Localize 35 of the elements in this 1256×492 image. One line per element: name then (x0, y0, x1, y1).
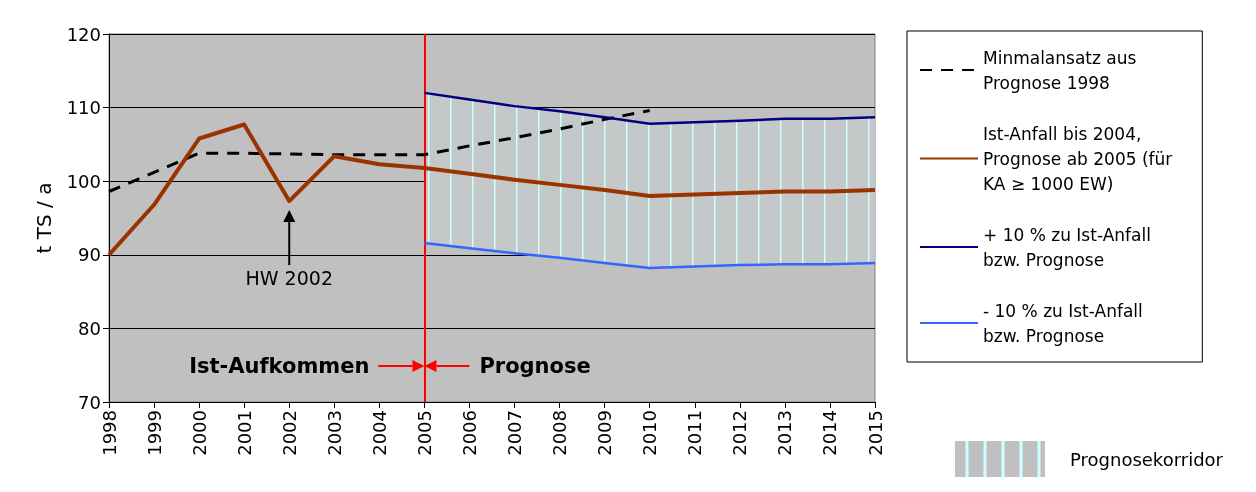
x-tick-label: 2013 (774, 410, 796, 456)
legend-label: - 10 % zu Ist-Anfall bzw. Prognose (983, 300, 1143, 346)
y-tick-label: 70 (78, 391, 101, 413)
y-tick-label: 90 (78, 244, 101, 266)
y-tick-label: 120 (66, 23, 101, 45)
x-tick-label: 2007 (504, 410, 526, 456)
legend-label: Prognosekorridor (1070, 448, 1224, 470)
legend-label: + 10 % zu Ist-Anfall bzw. Prognose (983, 224, 1151, 270)
line-series (423, 241, 877, 270)
x-tick-label: 2009 (594, 410, 616, 456)
y-axis-title: t TS / a (32, 182, 56, 254)
x-tick-label: 2002 (278, 410, 300, 456)
x-tick-label: 2003 (323, 410, 345, 456)
legend-label: Minmalansatz aus Prognose 1998 (983, 47, 1137, 93)
x-tick-label: 2014 (819, 410, 841, 456)
annotation: HW 2002 (245, 267, 333, 290)
x-tick-label: 2004 (368, 410, 390, 456)
x-tick-label: 1999 (143, 410, 165, 456)
x-tick-label: 2000 (188, 410, 210, 456)
legend-label: Ist-Anfall bis 2004, Prognose ab 2005 (für KA ≥ 1000 EW) (983, 123, 1173, 194)
annotation: Ist-Aufkommen (189, 354, 370, 378)
x-tick-label: 2006 (458, 410, 480, 456)
x-tick-label: 2008 (549, 410, 571, 456)
x-tick-label: 1998 (98, 410, 120, 456)
y-tick-label: 110 (66, 97, 101, 119)
x-tick-label: 2015 (864, 410, 886, 456)
x-tick-label: 2005 (413, 410, 435, 456)
annotation: Prognose (479, 354, 591, 378)
line-series (423, 91, 877, 126)
y-tick-label: 80 (78, 317, 101, 339)
x-tick-label: 2012 (729, 410, 751, 456)
y-tick-label: 100 (66, 170, 101, 192)
x-tick-label: 2011 (684, 410, 706, 456)
x-tick-label: 2001 (233, 410, 255, 456)
x-tick-label: 2010 (639, 410, 661, 456)
